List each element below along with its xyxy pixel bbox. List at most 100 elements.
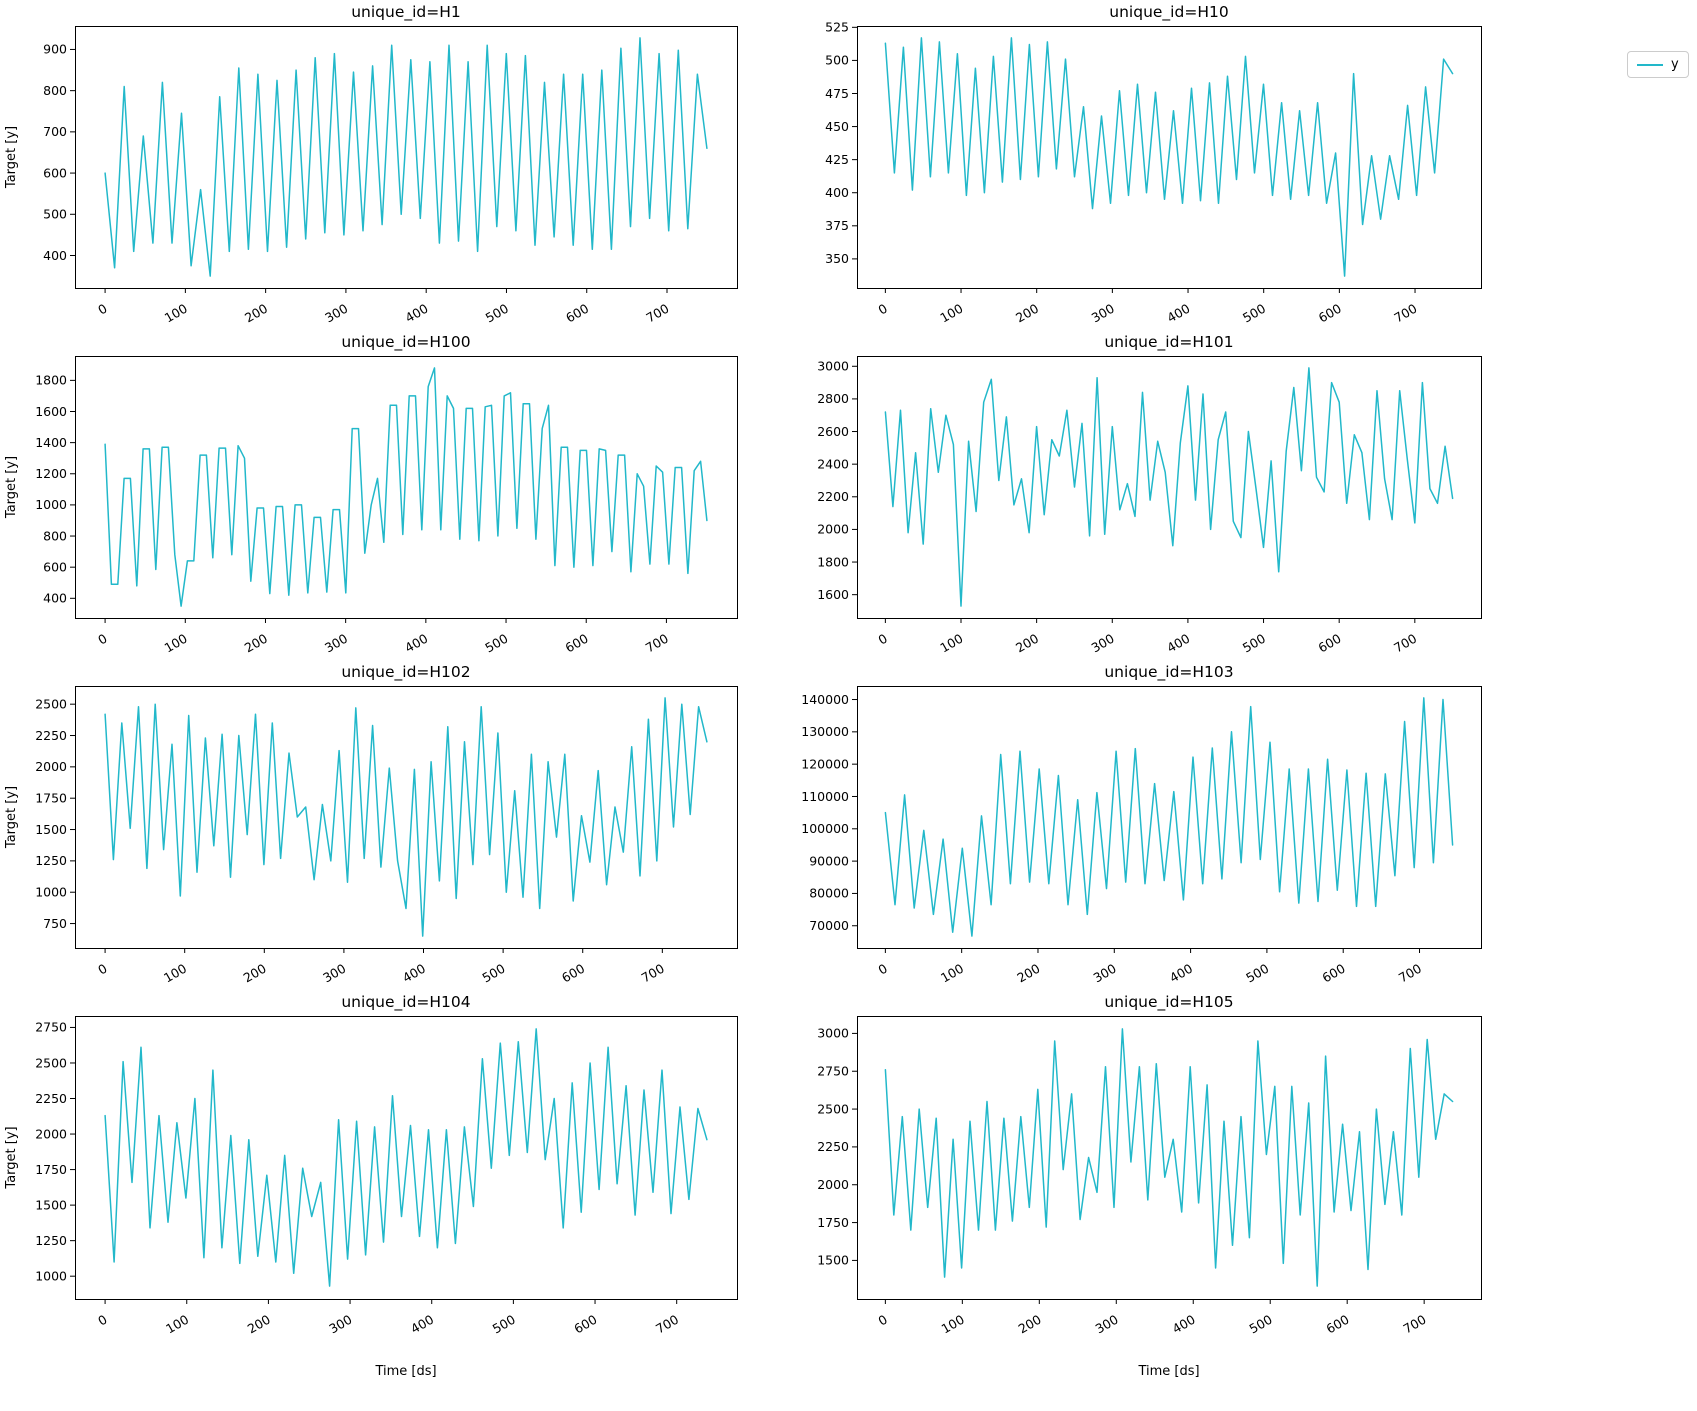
axes-frame [857, 356, 1482, 619]
x-tick-label-group: 300 [320, 961, 348, 986]
y-tick-label: 425 [825, 152, 849, 167]
axes-frame [75, 356, 738, 619]
x-tick-label-group: 100 [939, 1312, 967, 1337]
subplot-title: unique_id=H103 [1104, 663, 1233, 682]
x-tick-label: 300 [1089, 301, 1117, 326]
x-tick-label: 0 [875, 961, 889, 978]
x-tick-label: 200 [1014, 961, 1042, 986]
x-tick-label-group: 300 [322, 301, 350, 326]
x-tick-label-group: 200 [1013, 631, 1041, 656]
x-tick-label: 600 [563, 301, 591, 326]
x-tick-label: 500 [490, 1312, 518, 1337]
x-tick-label-group: 500 [1247, 1312, 1275, 1337]
x-tick-label-group: 400 [403, 301, 431, 326]
x-tick-label: 300 [1089, 631, 1117, 656]
subplot-h102: unique_id=H102 750 1000 1250 1500 1750 2000 225… [0, 660, 790, 990]
x-tick-label-group: 400 [1167, 961, 1195, 986]
y-tick-label: 800 [43, 528, 67, 543]
x-tick-label-group: 100 [161, 961, 189, 986]
x-tick-label-group: 200 [242, 301, 270, 326]
x-tick-label-group: 100 [163, 1312, 191, 1337]
x-tick-label: 0 [95, 1312, 109, 1329]
axes-frame [857, 686, 1482, 949]
subplot-title: unique_id=H10 [1109, 3, 1228, 22]
y-tick-label: 2800 [817, 391, 849, 406]
x-tick-label-group: 200 [1013, 301, 1041, 326]
x-tick-label-group: 500 [490, 1312, 518, 1337]
y-tick-label: 1600 [817, 587, 849, 602]
y-tick-label: 2750 [35, 1020, 67, 1035]
x-tick-label-group: 500 [483, 301, 511, 326]
x-tick-label: 400 [1167, 961, 1195, 986]
x-axis-label: Time [ds] [1137, 1364, 1199, 1379]
subplot-title: unique_id=H100 [341, 333, 470, 352]
axes-frame [75, 686, 738, 949]
x-tick-label: 100 [162, 301, 190, 326]
x-tick-label: 400 [1164, 301, 1192, 326]
subplot-h103: unique_id=H103 70000 80000 90000 100000 11000… [790, 660, 1697, 990]
y-tick-label: 90000 [809, 853, 849, 868]
x-tick-label-group: 400 [1164, 301, 1192, 326]
y-tick-label: 2250 [817, 1139, 849, 1154]
y-axis-label: Target [y] [4, 456, 19, 519]
x-tick-label: 600 [1316, 631, 1344, 656]
x-tick-label: 0 [875, 301, 889, 318]
y-tick-label: 2200 [817, 489, 849, 504]
subplot-svg: unique_id=H10 350 375 400 425 450 475 500 525 0 10… [825, 3, 1482, 326]
subplot-title: unique_id=H102 [341, 663, 470, 682]
x-tick-label-group: 500 [482, 631, 510, 656]
x-tick-label: 200 [242, 301, 270, 326]
x-tick-label-group: 200 [1014, 961, 1042, 986]
y-tick-label: 1500 [817, 1253, 849, 1268]
x-tick-label: 100 [937, 301, 965, 326]
subplot-h1: unique_id=H1 400 500 600 700 800 900 0 100 200 300… [0, 0, 790, 330]
x-tick-label-group: 600 [563, 631, 591, 656]
x-tick-label: 700 [1400, 1312, 1428, 1337]
series-line-y [104, 37, 708, 277]
x-tick-label: 600 [571, 1312, 599, 1337]
y-axis-label: Target [y] [4, 1126, 19, 1189]
x-tick-label-group: 100 [938, 961, 966, 986]
subplot-title: unique_id=H1 [351, 3, 461, 22]
x-tick-label: 100 [939, 1312, 967, 1337]
y-tick-label: 500 [43, 207, 67, 222]
x-tick-label: 200 [1013, 301, 1041, 326]
x-tick-label: 600 [1316, 301, 1344, 326]
axes-frame [857, 26, 1482, 289]
x-tick-label-group: 0 [95, 631, 109, 648]
subplot-h100: unique_id=H100 400 600 800 1000 1200 1400 1600 1… [0, 330, 790, 660]
x-tick-label: 700 [639, 961, 667, 986]
x-tick-label: 500 [1247, 1312, 1275, 1337]
x-tick-label-group: 100 [937, 631, 965, 656]
subplot-h104: unique_id=H104 1000 1250 1500 1750 2000 2250 25… [0, 990, 790, 1411]
series-line-y [884, 1028, 1454, 1287]
x-tick-label-group: 300 [1091, 961, 1119, 986]
subplot-svg: unique_id=H10515001750200022502500275030… [817, 993, 1482, 1379]
y-tick-label: 2250 [35, 1091, 67, 1106]
y-tick-label: 475 [825, 86, 849, 101]
x-tick-label: 600 [563, 631, 591, 656]
x-tick-label-group: 400 [400, 961, 428, 986]
x-tick-label: 700 [643, 631, 671, 656]
x-tick-label-group: 300 [322, 631, 350, 656]
y-tick-label: 2000 [817, 1177, 849, 1192]
y-tick-label: 3000 [817, 359, 849, 374]
x-tick-label-group: 500 [1240, 631, 1268, 656]
y-tick-label: 2000 [35, 759, 67, 774]
y-tick-label: 600 [43, 165, 67, 180]
x-tick-label: 300 [320, 961, 348, 986]
axes-frame [857, 1016, 1482, 1300]
y-tick-label: 2500 [817, 1101, 849, 1116]
x-tick-label: 400 [408, 1312, 436, 1337]
y-tick-label: 1000 [35, 497, 67, 512]
x-tick-label-group: 600 [1320, 961, 1348, 986]
x-tick-label-group: 200 [1016, 1312, 1044, 1337]
y-tick-label: 750 [43, 916, 67, 931]
x-tick-label: 100 [163, 1312, 191, 1337]
x-tick-label-group: 600 [559, 961, 587, 986]
y-tick-label: 900 [43, 42, 67, 57]
x-tick-label-group: 400 [402, 631, 430, 656]
y-tick-label: 1250 [35, 1233, 67, 1248]
x-tick-label-group: 400 [408, 1312, 436, 1337]
legend-line-swatch [1637, 63, 1663, 66]
